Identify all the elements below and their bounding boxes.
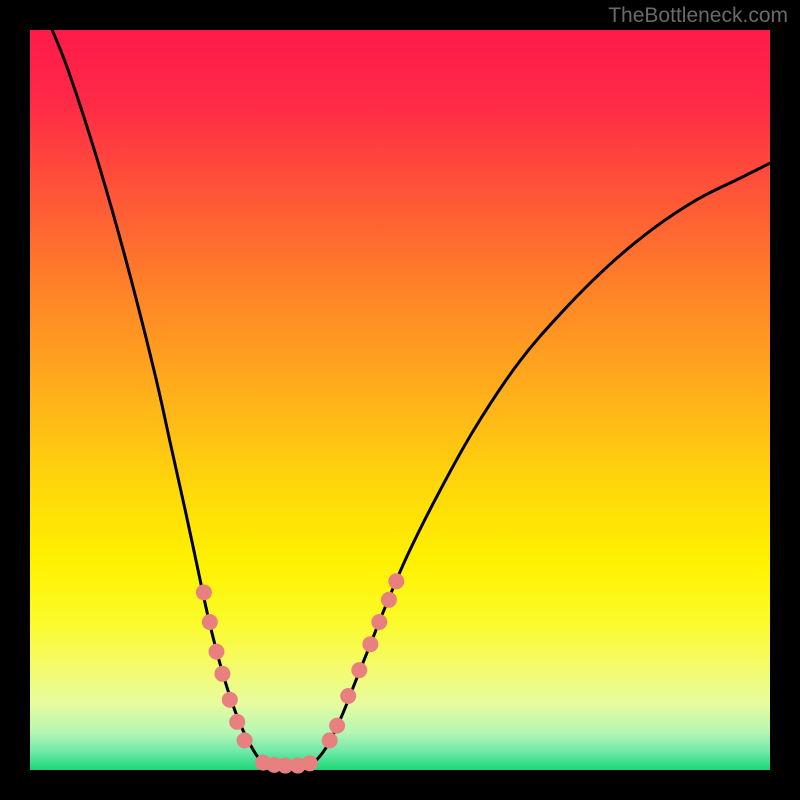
- data-marker: [214, 666, 230, 682]
- data-marker: [322, 732, 338, 748]
- data-marker: [388, 573, 404, 589]
- data-marker: [340, 688, 356, 704]
- bottleneck-chart: [0, 0, 800, 800]
- data-marker: [302, 755, 318, 771]
- data-marker: [362, 636, 378, 652]
- data-marker: [371, 614, 387, 630]
- plot-background: [30, 30, 770, 770]
- chart-container: TheBottleneck.com: [0, 0, 800, 800]
- data-marker: [229, 714, 245, 730]
- data-marker: [202, 614, 218, 630]
- data-marker: [196, 584, 212, 600]
- data-marker: [208, 644, 224, 660]
- data-marker: [329, 718, 345, 734]
- watermark-text: TheBottleneck.com: [608, 4, 788, 28]
- data-marker: [381, 592, 397, 608]
- data-marker: [237, 732, 253, 748]
- data-marker: [351, 662, 367, 678]
- data-marker: [222, 692, 238, 708]
